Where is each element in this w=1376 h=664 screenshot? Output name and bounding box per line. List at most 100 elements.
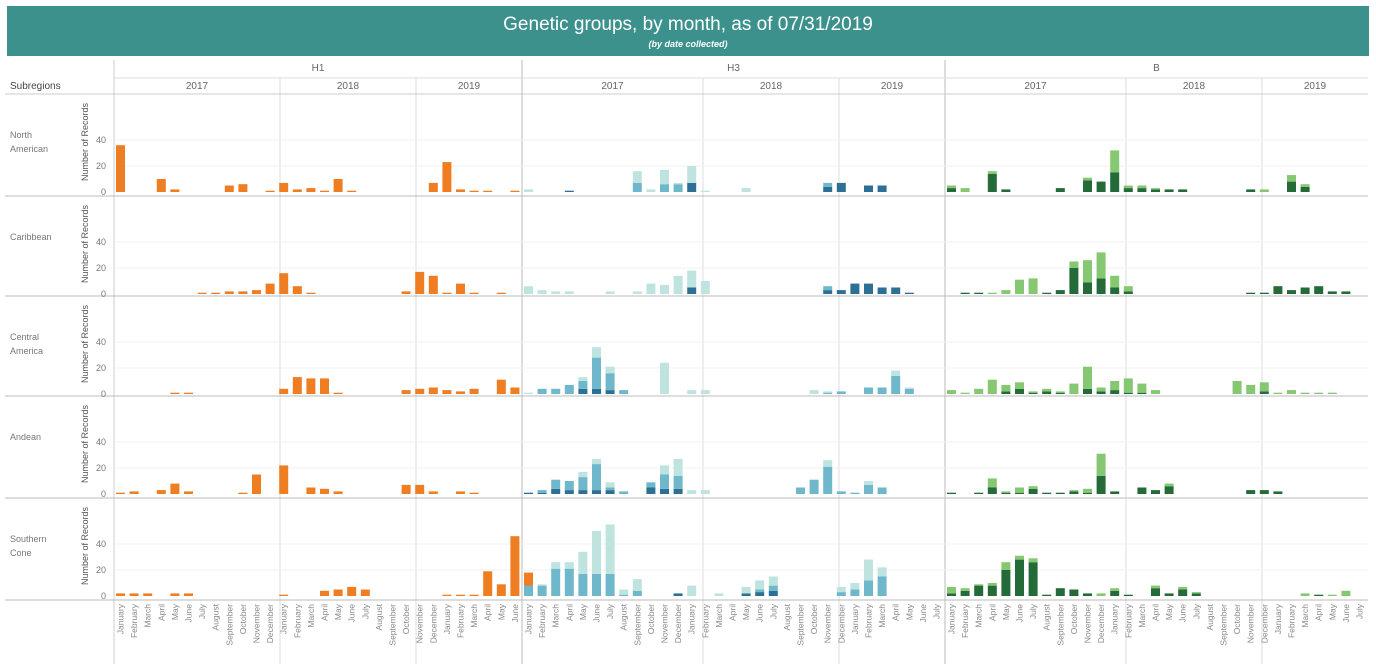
year-header: 2017 [601, 81, 624, 92]
bar [1096, 453, 1106, 476]
bar [156, 179, 166, 192]
x-tick-label: August [1042, 603, 1052, 630]
bar [1083, 593, 1092, 596]
bar [510, 536, 520, 596]
bar [904, 292, 914, 294]
bar [809, 479, 819, 494]
bar [592, 357, 601, 389]
bar [184, 491, 193, 494]
bar [320, 590, 329, 596]
bar [836, 290, 846, 294]
bar [605, 573, 615, 596]
bar [320, 190, 329, 192]
bar [496, 379, 506, 394]
bar [1191, 593, 1201, 596]
y-axis-title: Number of Records [80, 102, 90, 181]
bar [1001, 391, 1011, 394]
bar [673, 275, 683, 294]
x-tick-label: April [483, 604, 493, 621]
chart-title: Genetic groups, by month, as of 07/31/20… [503, 14, 873, 35]
bar [768, 585, 778, 591]
bar [823, 391, 833, 393]
x-tick-label: April [728, 604, 738, 621]
x-tick-label: March [551, 604, 561, 628]
group-header: H1 [312, 63, 325, 74]
y-tick-label: 0 [101, 489, 106, 499]
bar [1259, 490, 1269, 494]
subregion-label: North [10, 130, 32, 140]
bar [537, 584, 547, 586]
bar [442, 594, 452, 596]
bar [1314, 392, 1324, 394]
x-tick-label: October [401, 604, 411, 634]
bar [524, 392, 533, 394]
bar [551, 388, 561, 394]
bar [1001, 570, 1011, 596]
bar [551, 562, 561, 569]
bar [197, 292, 207, 294]
bar [1083, 488, 1092, 493]
bar [469, 388, 479, 394]
bar [714, 593, 724, 596]
bar [741, 188, 751, 192]
bar [1028, 562, 1038, 596]
x-tick-label: June [1015, 604, 1025, 623]
bar [1300, 593, 1310, 596]
bar [578, 490, 588, 494]
bar [1300, 186, 1310, 192]
bar [116, 593, 125, 596]
x-tick-label: January [947, 603, 957, 634]
y-tick-label: 0 [101, 187, 106, 197]
bar [836, 491, 846, 494]
bar [456, 594, 465, 596]
x-tick-label: January [1273, 603, 1283, 634]
bar [551, 479, 561, 489]
bar [211, 292, 221, 294]
bar [823, 392, 833, 394]
bar [401, 390, 411, 394]
bar [116, 492, 125, 494]
bar [836, 182, 846, 192]
year-header: 2017 [1024, 81, 1047, 92]
bar [333, 392, 343, 394]
x-tick-label: December [265, 604, 275, 643]
bar [823, 460, 833, 467]
bar [1164, 189, 1174, 192]
bar [415, 484, 425, 494]
bar [1123, 594, 1133, 596]
bar [632, 291, 642, 294]
bar [960, 392, 970, 394]
bar [1259, 189, 1269, 192]
bar [592, 347, 601, 358]
bar [496, 292, 506, 294]
bar [170, 483, 180, 494]
x-tick-label: June [1341, 604, 1351, 623]
bar [428, 275, 438, 294]
bar [1314, 594, 1324, 596]
bar [1110, 159, 1120, 173]
bar [1151, 390, 1160, 394]
bar [1042, 594, 1052, 596]
bar [864, 484, 873, 494]
bar [156, 490, 166, 494]
x-tick-label: July [1355, 603, 1365, 619]
bar [564, 481, 574, 491]
x-tick-label: August [782, 603, 792, 630]
bar [1028, 391, 1038, 393]
bar [1110, 287, 1120, 294]
x-tick-label: May [578, 603, 588, 620]
subregion-label: America [10, 346, 43, 356]
bar [592, 531, 601, 574]
bar [1083, 282, 1092, 294]
x-tick-label: February [292, 603, 302, 638]
bar [864, 481, 873, 485]
bar [605, 524, 615, 574]
x-tick-label: July [605, 603, 615, 619]
bar [1001, 492, 1011, 494]
bar [1110, 491, 1120, 494]
y-tick-label: 20 [96, 161, 106, 171]
bar [1246, 384, 1256, 394]
x-tick-label: November [1246, 604, 1256, 643]
bar [1096, 391, 1106, 394]
bar [891, 375, 901, 394]
